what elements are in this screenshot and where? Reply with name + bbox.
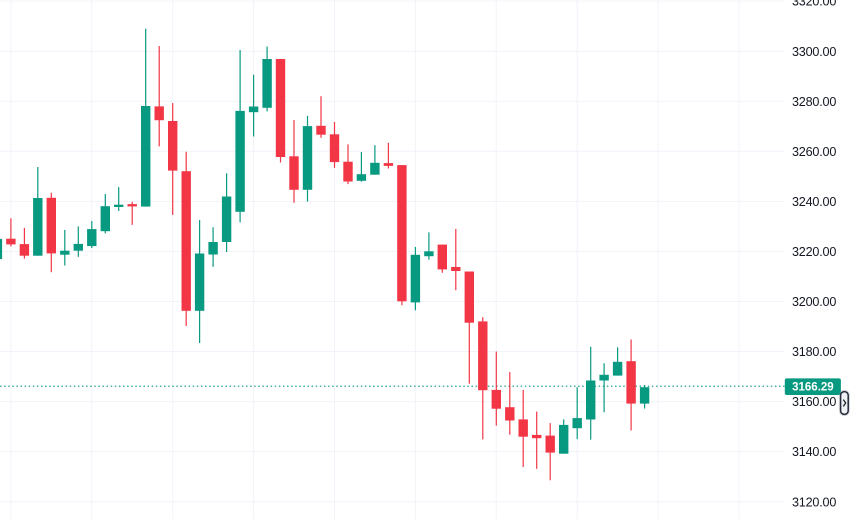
svg-text:3320.00: 3320.00 (792, 0, 836, 9)
svg-text:3160.00: 3160.00 (792, 395, 836, 409)
svg-text:3120.00: 3120.00 (792, 495, 836, 509)
svg-text:3240.00: 3240.00 (792, 195, 836, 209)
svg-text:3300.00: 3300.00 (792, 45, 836, 59)
svg-text:3260.00: 3260.00 (792, 145, 836, 159)
svg-text:3166.29: 3166.29 (792, 382, 834, 394)
svg-text:3200.00: 3200.00 (792, 295, 836, 309)
svg-text:3140.00: 3140.00 (792, 445, 836, 459)
svg-text:3280.00: 3280.00 (792, 95, 836, 109)
svg-text:3220.00: 3220.00 (792, 245, 836, 259)
svg-text:3180.00: 3180.00 (792, 345, 836, 359)
